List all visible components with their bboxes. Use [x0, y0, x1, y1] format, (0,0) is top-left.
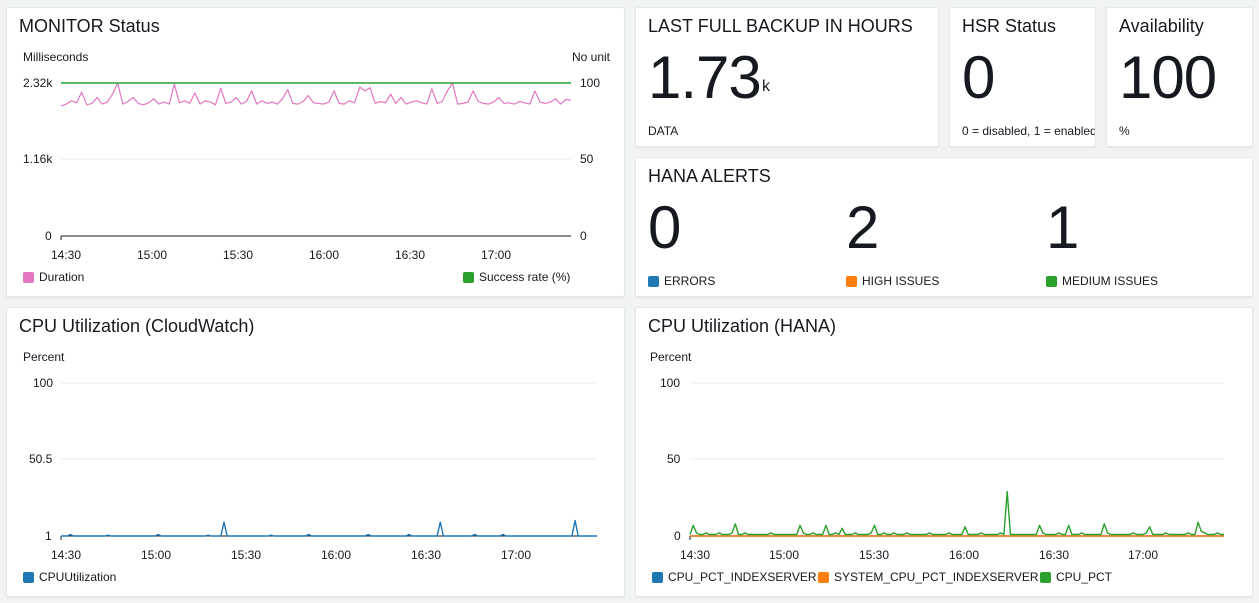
availability-panel: Availability 100 %: [1106, 7, 1253, 147]
legend-item-duration[interactable]: Duration: [23, 270, 84, 284]
y-tick-right: 0: [580, 229, 587, 243]
y-tick: 1: [45, 529, 52, 543]
x-tick: 14:30: [51, 248, 82, 262]
legend-swatch: [463, 271, 474, 283]
high-issues-value: 2: [846, 194, 879, 261]
legend-label: Success rate (%): [479, 270, 571, 284]
legend-swatch: [648, 275, 659, 287]
y-tick: 100: [660, 376, 681, 390]
panel-title: HANA ALERTS: [648, 166, 771, 186]
y-tick-right: 50: [580, 152, 594, 166]
cpu-hana-chart: [689, 382, 1224, 540]
availability-unit: %: [1119, 124, 1130, 138]
panel-title: LAST FULL BACKUP IN HOURS: [648, 16, 913, 36]
legend-item-success-rate[interactable]: Success rate (%): [463, 270, 570, 284]
x-tick: 14:30: [680, 548, 711, 562]
x-tick: 16:00: [949, 548, 980, 562]
backup-label: DATA: [648, 124, 679, 138]
panel-title: Availability: [1119, 16, 1204, 36]
panel-title: CPU Utilization (CloudWatch): [19, 316, 255, 336]
legend-label: ERRORS: [664, 274, 716, 288]
y-axis-label: Percent: [23, 350, 65, 364]
x-tick: 16:30: [411, 548, 442, 562]
hsr-value: 0: [962, 44, 995, 111]
y-tick-left: 0: [45, 229, 52, 243]
monitor-status-panel: MONITOR Status Milliseconds No unit 2.32…: [6, 7, 625, 297]
legend-item-cpu-pct-indexserver[interactable]: CPU_PCT_INDEXSERVER: [652, 570, 817, 584]
legend-item-cpu-pct[interactable]: CPU_PCT: [1040, 570, 1112, 584]
legend-item-errors[interactable]: ERRORS: [648, 274, 715, 288]
legend-swatch: [846, 275, 857, 287]
cpu-cloudwatch-chart: [60, 382, 597, 540]
y-tick-left: 1.16k: [23, 152, 53, 166]
legend-label: CPUUtilization: [39, 570, 117, 584]
medium-issues-value: 1: [1046, 194, 1079, 261]
series-line-cpu-pct: [689, 490, 1224, 536]
y-tick: 50: [667, 452, 681, 466]
legend-swatch: [1046, 275, 1057, 287]
legend-label: SYSTEM_CPU_PCT_INDEXSERVER: [834, 570, 1039, 584]
x-tick: 17:00: [1128, 548, 1159, 562]
y-axis-label-right: No unit: [571, 50, 610, 64]
series-line-duration: [60, 82, 572, 107]
x-tick: 15:00: [769, 548, 800, 562]
legend-swatch: [818, 571, 829, 583]
legend-label: CPU_PCT_INDEXSERVER: [668, 570, 817, 584]
x-tick: 15:00: [141, 548, 172, 562]
x-tick: 17:00: [501, 548, 532, 562]
panel-title: MONITOR Status: [19, 16, 160, 36]
legend-label: MEDIUM ISSUES: [1062, 274, 1159, 288]
legend-item-medium-issues[interactable]: MEDIUM ISSUES: [1046, 274, 1158, 288]
hsr-label: 0 = disabled, 1 = enabled: [962, 124, 1096, 138]
errors-value: 0: [648, 194, 681, 261]
panel-title: HSR Status: [962, 16, 1057, 36]
panel-title: CPU Utilization (HANA): [648, 316, 837, 336]
y-tick-left: 2.32k: [23, 76, 53, 90]
series-line-cpuutilization: [61, 519, 597, 537]
y-tick: 100: [33, 376, 54, 390]
legend-swatch: [23, 271, 34, 283]
cpu-cloudwatch-panel: CPU Utilization (CloudWatch) Percent 100…: [6, 307, 625, 597]
legend-item-high-issues[interactable]: HIGH ISSUES: [846, 274, 939, 288]
legend-swatch: [23, 571, 34, 583]
legend-swatch: [652, 571, 663, 583]
x-tick: 17:00: [481, 248, 512, 262]
legend-label: CPU_PCT: [1056, 570, 1113, 584]
x-tick: 15:30: [223, 248, 254, 262]
backup-suffix: k: [762, 78, 770, 95]
hana-alerts-panel: HANA ALERTS 0 2 1 ERRORS HIGH ISSUES MED…: [635, 157, 1253, 297]
x-tick: 16:30: [1039, 548, 1070, 562]
y-axis-label: Percent: [650, 350, 692, 364]
x-tick: 15:30: [859, 548, 890, 562]
x-tick: 14:30: [51, 548, 82, 562]
legend-swatch: [1040, 571, 1051, 583]
x-tick: 15:30: [231, 548, 262, 562]
x-tick: 16:30: [395, 248, 426, 262]
y-tick-right: 100: [580, 76, 601, 90]
y-tick: 0: [674, 529, 681, 543]
cpu-hana-panel: CPU Utilization (HANA) Percent 100 50 0 …: [635, 307, 1253, 597]
availability-value: 100: [1119, 44, 1217, 111]
last-backup-panel: LAST FULL BACKUP IN HOURS 1.73 k DATA: [635, 7, 939, 147]
legend-label: Duration: [39, 270, 85, 284]
hsr-status-panel: HSR Status 0 0 = disabled, 1 = enabled: [949, 7, 1096, 147]
backup-value: 1.73: [648, 44, 762, 111]
legend-item-cpuutilization[interactable]: CPUUtilization: [23, 570, 116, 584]
y-tick: 50.5: [29, 452, 53, 466]
legend-item-system-cpu-pct-indexserver[interactable]: SYSTEM_CPU_PCT_INDEXSERVER: [818, 570, 1039, 584]
x-tick: 16:00: [309, 248, 340, 262]
legend-label: HIGH ISSUES: [862, 274, 940, 288]
x-tick: 15:00: [137, 248, 168, 262]
x-tick: 16:00: [321, 548, 352, 562]
monitor-chart: [60, 82, 572, 240]
y-axis-label-left: Milliseconds: [23, 50, 89, 64]
